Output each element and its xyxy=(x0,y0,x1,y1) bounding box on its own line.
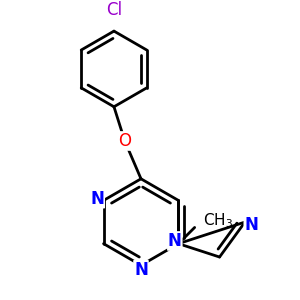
Text: O: O xyxy=(118,132,131,150)
Text: N: N xyxy=(244,216,258,234)
Text: CH$_3$: CH$_3$ xyxy=(203,211,233,230)
Text: Cl: Cl xyxy=(106,2,122,20)
Text: N: N xyxy=(168,232,182,250)
Text: N: N xyxy=(134,261,148,279)
Text: N: N xyxy=(90,190,104,208)
